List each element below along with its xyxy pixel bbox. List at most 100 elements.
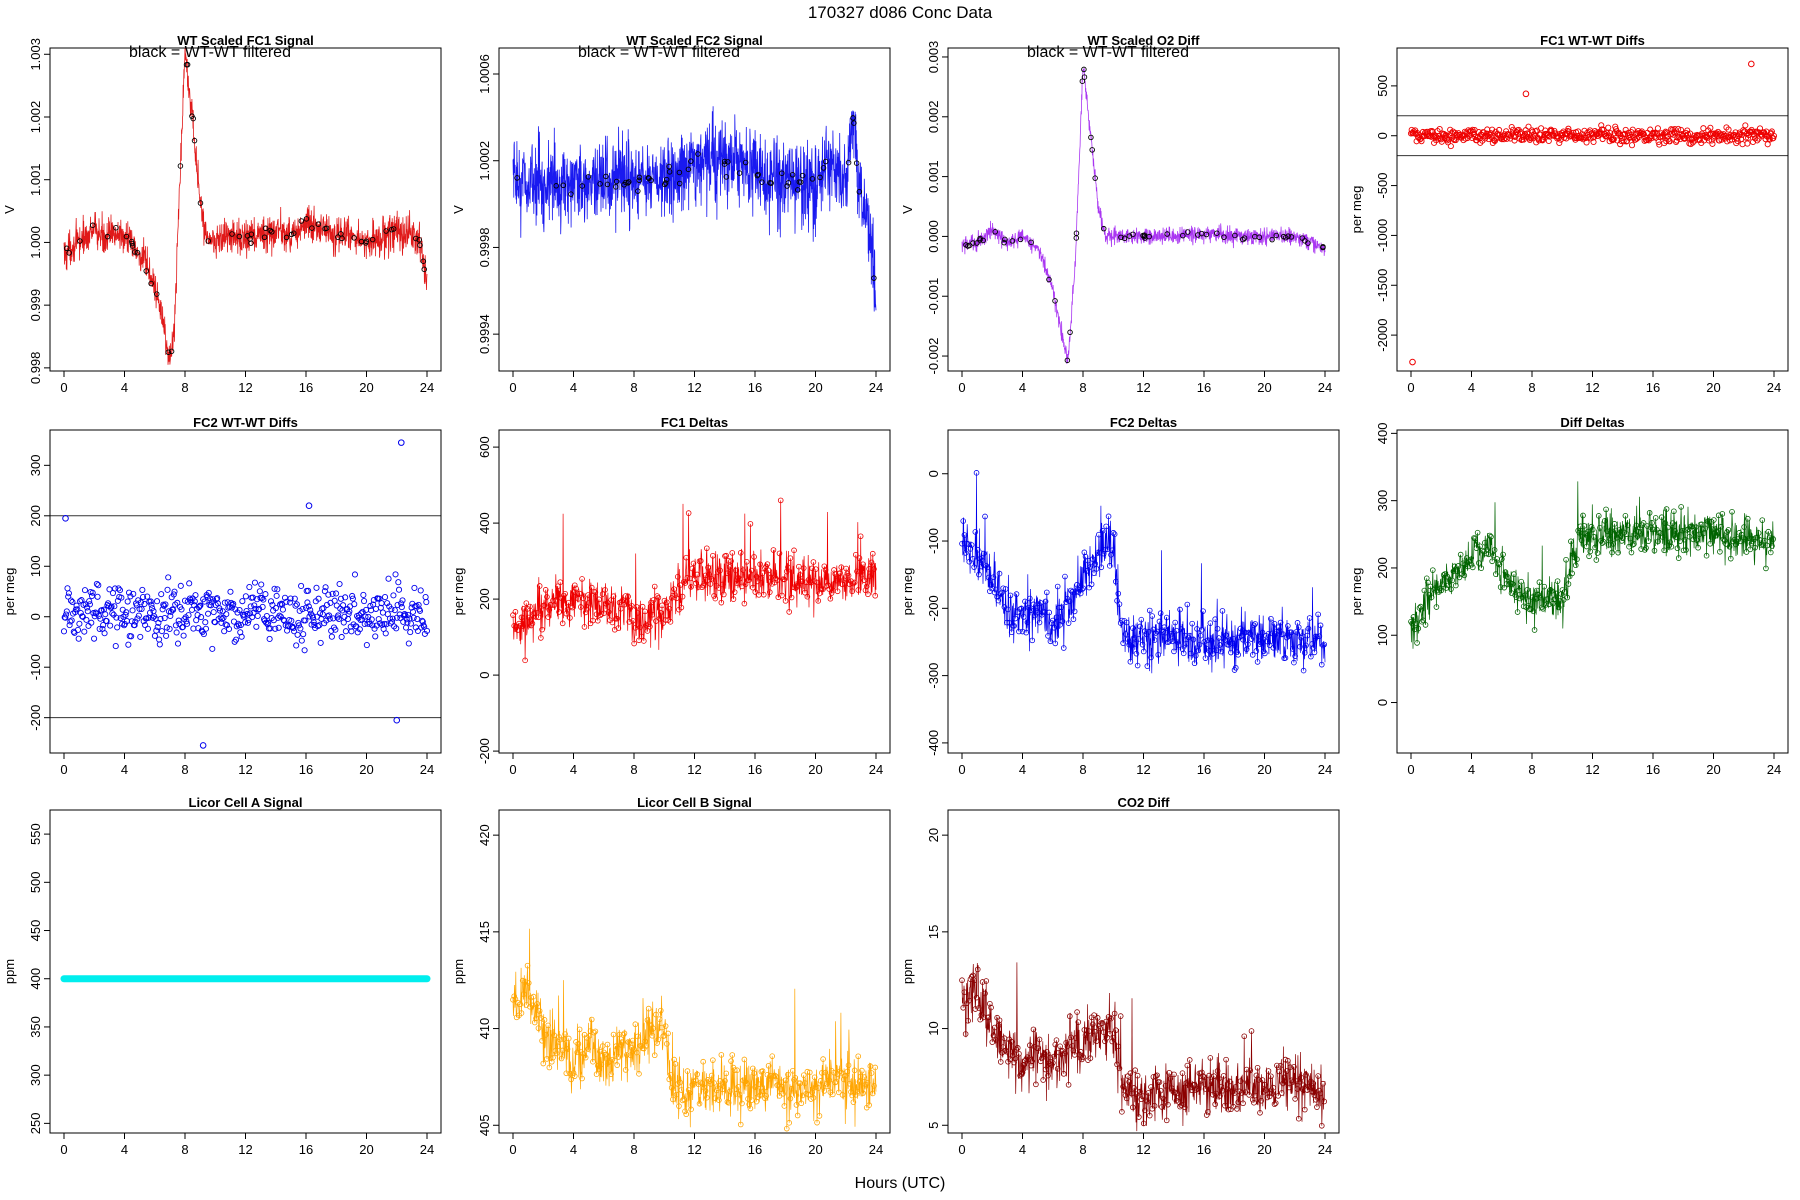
scatter-point [314, 623, 321, 630]
series-marker [790, 1067, 796, 1074]
series-marker [1248, 1028, 1255, 1034]
filtered-marker [90, 222, 96, 228]
series-marker [657, 1007, 664, 1014]
series-marker [853, 551, 859, 558]
series-marker [1450, 568, 1457, 575]
series-marker [525, 614, 532, 621]
series-marker [785, 564, 791, 571]
series-marker [1042, 598, 1049, 605]
scatter-point [252, 605, 259, 612]
scatter-point [1524, 130, 1531, 137]
series-marker [1121, 1087, 1128, 1094]
scatter-point [171, 588, 178, 595]
y-tick-label: -0.001 [926, 278, 941, 315]
series-marker [1207, 620, 1214, 626]
series-marker [720, 1083, 727, 1090]
series-marker [1308, 653, 1314, 660]
scatter-point [71, 629, 78, 636]
series-marker [1438, 587, 1445, 594]
series-marker [1199, 1069, 1205, 1076]
series-marker [1431, 586, 1437, 593]
series-marker [1091, 570, 1097, 576]
scatter-point [158, 628, 165, 635]
series-marker [965, 1017, 971, 1024]
series-marker [1162, 1083, 1169, 1089]
scatter-point [415, 601, 422, 608]
series-marker [573, 585, 579, 592]
series-marker [1529, 594, 1535, 601]
panel-ylabel: V [900, 205, 915, 214]
x-tick-label: 12 [1136, 380, 1150, 395]
x-tick-label: 0 [509, 380, 516, 395]
filtered-marker [1273, 232, 1280, 239]
series-marker [979, 558, 986, 564]
series-marker [530, 993, 537, 1000]
series-marker [689, 1081, 696, 1088]
series-marker [865, 1079, 871, 1086]
series-marker [720, 591, 727, 598]
series-marker [787, 555, 794, 561]
scatter-point [149, 605, 156, 612]
filtered-marker [104, 233, 111, 240]
scatter-point [256, 588, 263, 595]
filtered-marker [205, 238, 212, 244]
series-marker [1099, 528, 1106, 534]
scatter-point [167, 612, 174, 620]
series-marker [672, 592, 679, 599]
series-marker [1446, 577, 1453, 583]
series-marker [1302, 649, 1308, 656]
y-tick-label: 300 [28, 1064, 43, 1086]
series-marker [609, 619, 616, 626]
series-marker [1053, 1037, 1060, 1043]
x-tick-label: 4 [121, 380, 128, 395]
scatter-point [288, 617, 295, 624]
series-marker [760, 591, 767, 598]
scatter-point [1629, 126, 1636, 133]
filtered-marker [113, 225, 119, 231]
series-marker [1024, 619, 1031, 626]
series-marker [1039, 1055, 1045, 1062]
scatter-point [294, 631, 301, 638]
filtered-marker [1299, 235, 1306, 241]
filtered-marker [970, 240, 976, 246]
series-marker [1265, 631, 1272, 637]
series-marker [1320, 1080, 1326, 1087]
series-marker [751, 1070, 757, 1076]
x-tick-label: 16 [748, 762, 762, 777]
scatter-point [137, 599, 144, 606]
x-tick-label: 4 [1019, 380, 1026, 395]
filtered-marker [850, 115, 856, 121]
series-marker [725, 1099, 732, 1106]
series-marker [622, 1067, 629, 1073]
scatter-point [335, 615, 342, 622]
series-marker [733, 567, 739, 574]
scatter-point [131, 622, 138, 629]
y-tick-label: 0.003 [926, 41, 941, 74]
series-marker [861, 1074, 868, 1080]
scatter-point [279, 606, 286, 613]
series-marker [674, 574, 681, 580]
series-marker [723, 552, 729, 559]
scatter-point [174, 599, 181, 606]
series-marker [1207, 1055, 1214, 1061]
panel-frame [947, 809, 1340, 1134]
series-marker [1185, 1078, 1192, 1085]
series-marker [982, 513, 988, 520]
series-marker [973, 470, 980, 476]
y-tick-label: 200 [1375, 557, 1390, 579]
series-marker [849, 1092, 855, 1099]
series-marker [662, 1023, 669, 1029]
series-marker [701, 1084, 708, 1091]
scatter-point [306, 613, 313, 620]
scatter-point [101, 630, 108, 637]
scatter-point [358, 610, 365, 617]
series-marker [550, 1054, 556, 1061]
series-marker [1282, 655, 1289, 661]
series-marker [831, 1069, 837, 1076]
series-marker [539, 1037, 545, 1044]
series-marker [1067, 598, 1073, 605]
series-marker [1094, 550, 1101, 556]
scatter-point [295, 619, 302, 626]
series-marker [1235, 651, 1241, 658]
